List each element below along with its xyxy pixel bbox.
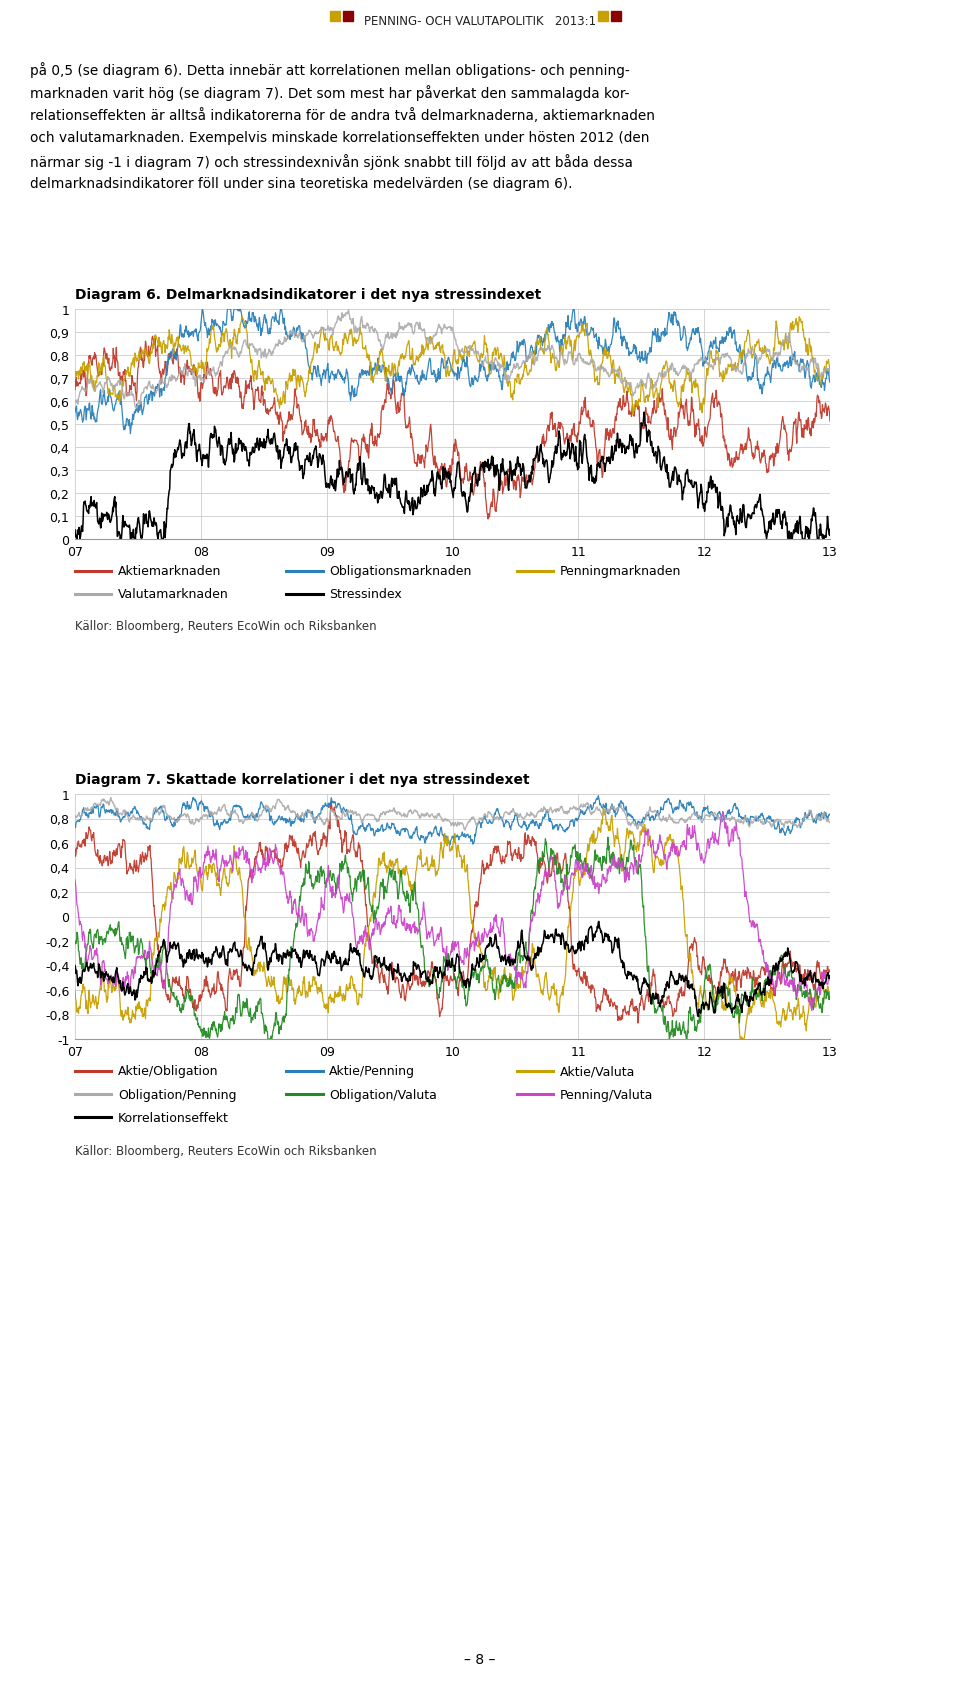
Text: – 8 –: – 8 – <box>465 1652 495 1666</box>
Text: Aktie/Valuta: Aktie/Valuta <box>560 1065 636 1078</box>
Text: Penningmarknaden: Penningmarknaden <box>560 565 682 577</box>
Text: Källor: Bloomberg, Reuters EcoWin och Riksbanken: Källor: Bloomberg, Reuters EcoWin och Ri… <box>75 620 376 633</box>
Text: Stressindex: Stressindex <box>329 588 402 601</box>
Text: Aktie/Penning: Aktie/Penning <box>329 1065 416 1078</box>
Text: Korrelationseffekt: Korrelationseffekt <box>118 1110 229 1124</box>
Text: marknaden varit hög (se diagram 7). Det som mest har påverkat den sammalagda kor: marknaden varit hög (se diagram 7). Det … <box>30 85 630 100</box>
Text: delmarknadsindikatorer föll under sina teoretiska medelvärden (se diagram 6).: delmarknadsindikatorer föll under sina t… <box>30 177 572 190</box>
Text: Obligationsmarknaden: Obligationsmarknaden <box>329 565 471 577</box>
Text: relationseffekten är alltså indikatorerna för de andra två delmarknaderna, aktie: relationseffekten är alltså indikatorern… <box>30 109 655 122</box>
Text: Diagram 7. Skattade korrelationer i det nya stressindexet: Diagram 7. Skattade korrelationer i det … <box>75 773 530 786</box>
Text: Diagram 6. Delmarknadsindikatorer i det nya stressindexet: Diagram 6. Delmarknadsindikatorer i det … <box>75 289 541 302</box>
Text: Obligation/Valuta: Obligation/Valuta <box>329 1088 437 1100</box>
Text: närmar sig -1 i diagram 7) och stressindexnivån sjönk snabbt till följd av att b: närmar sig -1 i diagram 7) och stressind… <box>30 155 633 170</box>
Text: Valutamarknaden: Valutamarknaden <box>118 588 228 601</box>
Text: Källor: Bloomberg, Reuters EcoWin och Riksbanken: Källor: Bloomberg, Reuters EcoWin och Ri… <box>75 1144 376 1158</box>
Text: Aktiemarknaden: Aktiemarknaden <box>118 565 222 577</box>
Text: PENNING- OCH VALUTAPOLITIK   2013:1: PENNING- OCH VALUTAPOLITIK 2013:1 <box>364 15 596 27</box>
Text: Obligation/Penning: Obligation/Penning <box>118 1088 237 1100</box>
Text: Penning/Valuta: Penning/Valuta <box>560 1088 653 1100</box>
Text: Aktie/Obligation: Aktie/Obligation <box>118 1065 219 1078</box>
Text: och valutamarknaden. Exempelvis minskade korrelationseffekten under hösten 2012 : och valutamarknaden. Exempelvis minskade… <box>30 131 650 144</box>
Text: på 0,5 (se diagram 6). Detta innebär att korrelationen mellan obligations- och p: på 0,5 (se diagram 6). Detta innebär att… <box>30 61 630 78</box>
